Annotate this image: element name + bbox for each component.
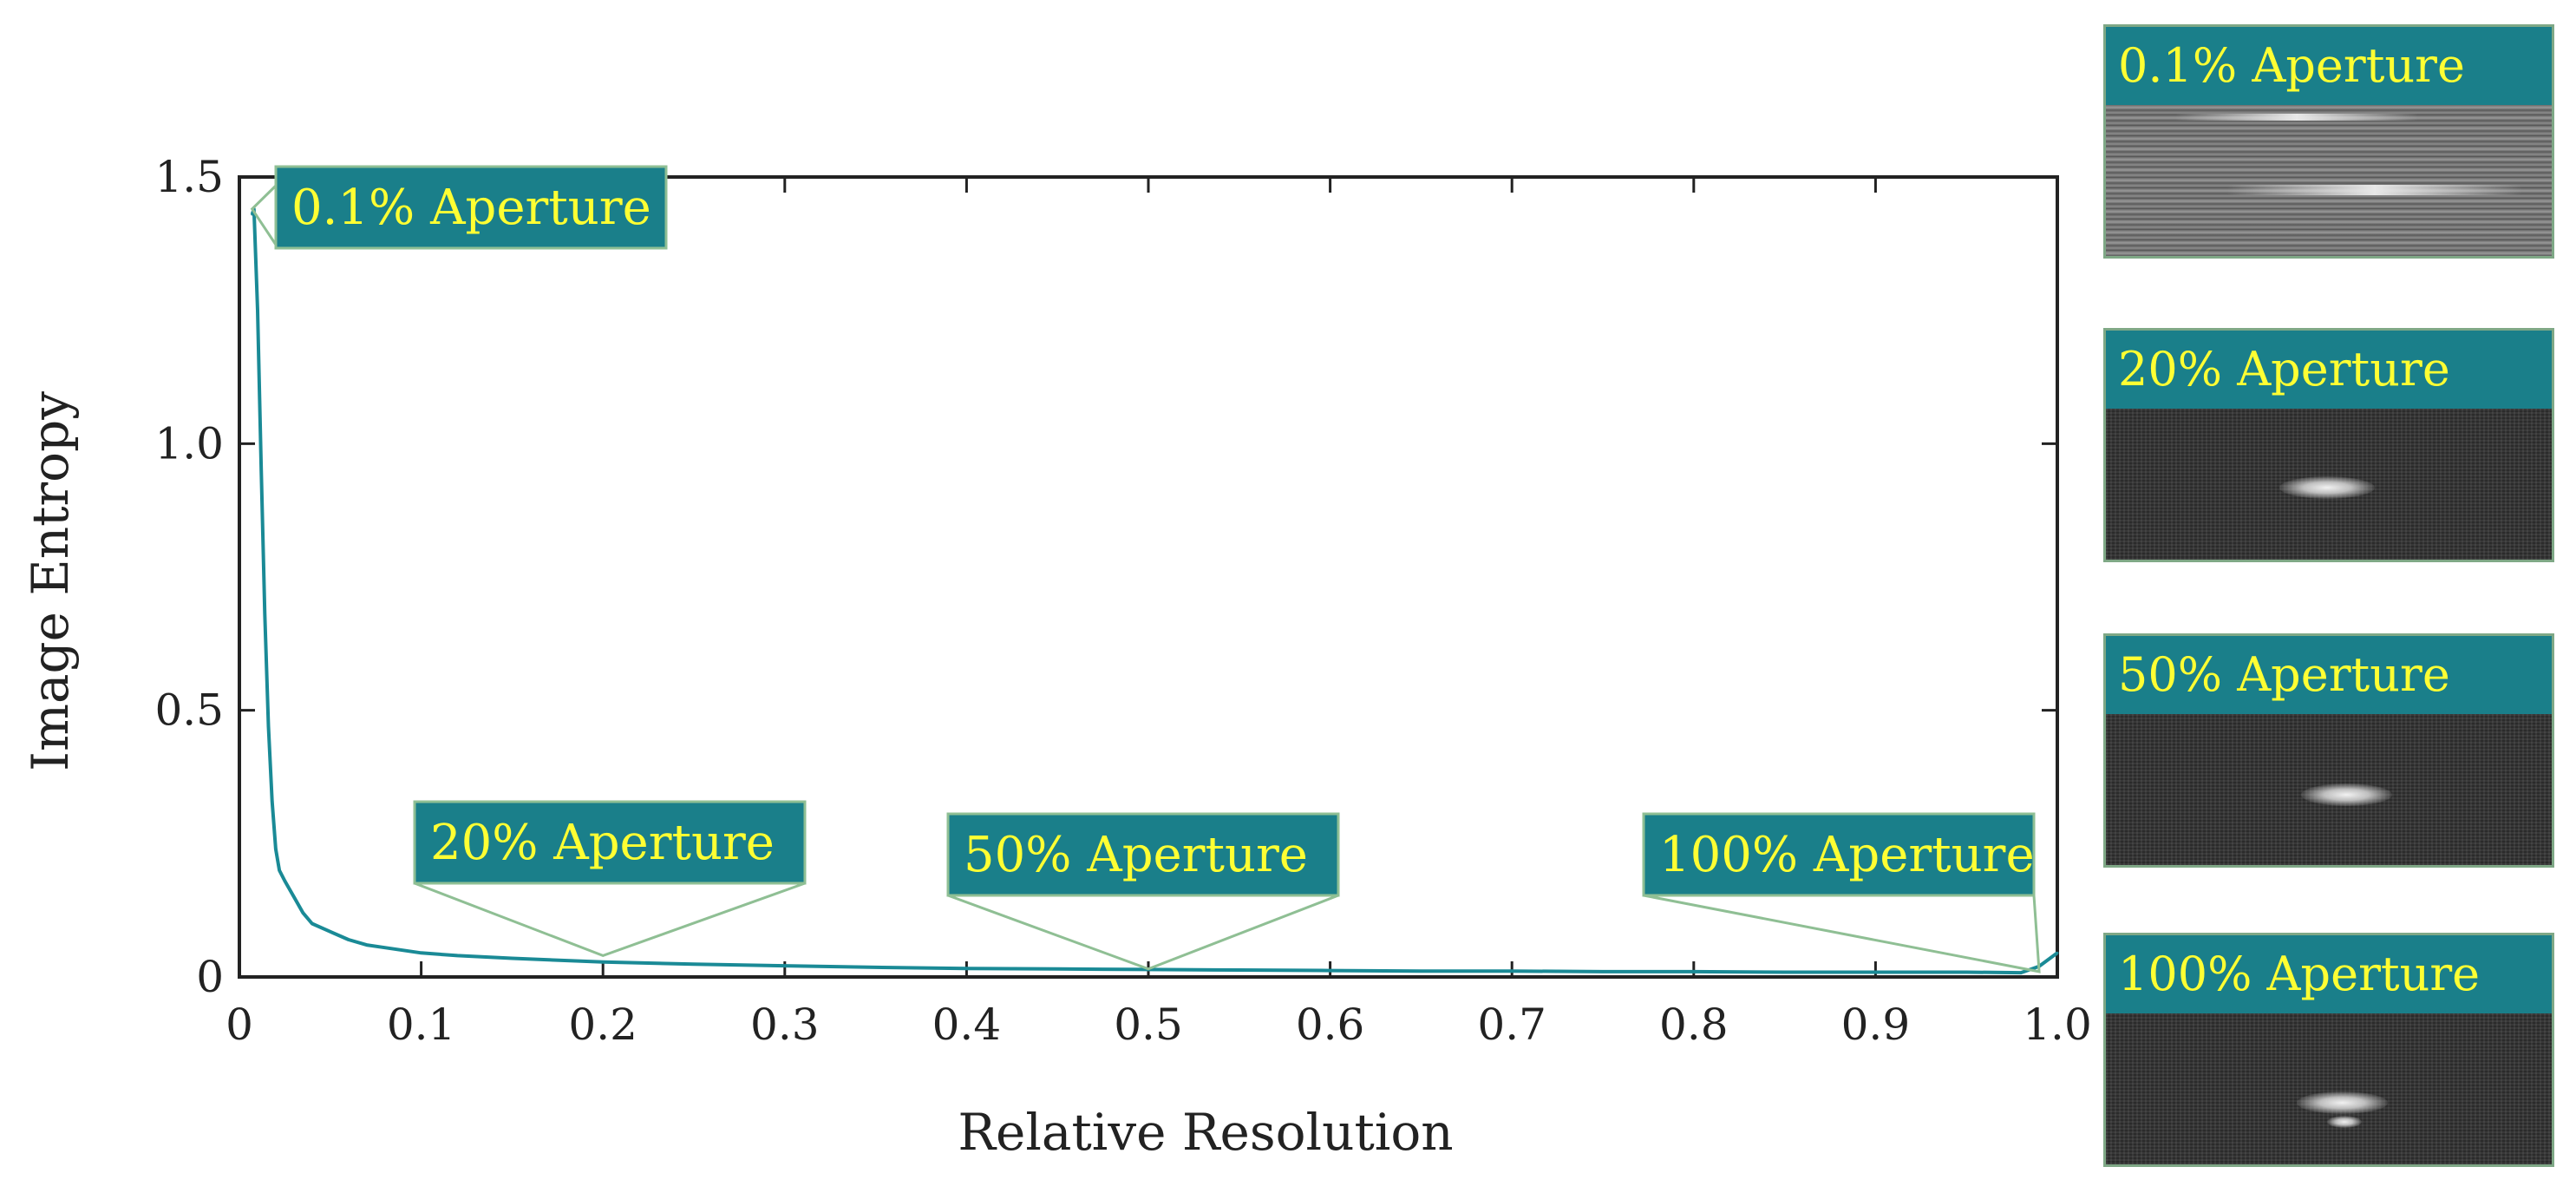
data-point [263,613,266,616]
data-point [283,879,286,882]
data-point [420,951,423,954]
data-point [383,946,387,949]
data-point [1783,970,1787,973]
data-point [692,962,696,966]
data-point [1238,968,1241,972]
callout-pointer [1643,894,2041,973]
target-blob [2301,783,2392,806]
data-point [274,847,278,850]
callout-label: 0.1% Aperture [291,180,651,236]
data-point [1601,970,1605,973]
data-point [259,469,263,472]
x-axis-title: Relative Resolution [958,1103,1453,1162]
sar-image [2106,1013,2552,1164]
thumbnail-label: 20% Aperture [2106,331,2552,409]
thumbnail-20-percent: 20% Aperture [2103,328,2554,562]
data-point [251,213,254,216]
x-tick-label: 0.1 [387,1000,456,1050]
data-point [278,869,281,872]
x-tick-label: 0 [226,1000,253,1050]
data-point [1873,970,1877,973]
image-streak [2175,114,2418,121]
data-point [301,911,304,914]
data-point [1965,970,1968,973]
data-point [510,956,513,960]
sar-image-streaked [2106,105,2552,256]
callout-box [946,812,1340,897]
x-tick-label: 0.8 [1659,1000,1729,1050]
data-point [271,799,274,803]
callout-label: 20% Aperture [430,815,775,871]
x-tick-label: 0.3 [750,1000,820,1050]
data-point [2056,951,2059,954]
thumbnail-label: 0.1% Aperture [2106,27,2552,105]
callout-box [1642,812,2036,897]
callout-pointer [250,184,278,246]
data-point [964,967,968,970]
thumbnail-50-percent: 50% Aperture [2103,633,2554,868]
data-point [783,964,787,967]
data-point [267,724,271,728]
target-blob [2327,1116,2362,1128]
callout-label: 100% Aperture [1659,827,2035,883]
callout-box [274,165,668,250]
data-point [329,930,332,934]
data-point [456,954,460,957]
x-tick-label: 1.0 [2023,1000,2092,1050]
thumbnail-0-1-percent: 0.1% Aperture [2103,24,2554,259]
data-point [256,309,259,312]
data-point [365,943,369,947]
callout-label: 50% Aperture [964,827,1308,883]
y-tick-label: 0 [196,952,224,1002]
callout-pointer [947,894,1339,971]
x-tick-label: 0.6 [1296,1000,1365,1050]
x-tick-label: 0.2 [568,1000,637,1050]
data-point [347,938,350,941]
data-point [1692,970,1696,973]
callout-pointer [414,882,806,958]
x-tick-label: 0.5 [1114,1000,1183,1050]
target-blob [2297,1091,2388,1114]
data-point [1510,969,1514,973]
target-blob [2279,476,2375,499]
data-point [601,960,605,964]
y-tick-label: 1.0 [154,418,224,469]
data-point [292,895,296,899]
x-tick-label: 0.4 [932,1000,1002,1050]
y-tick-label: 1.5 [154,152,224,202]
x-tick-label: 0.9 [1841,1000,1911,1050]
thumbnail-label: 50% Aperture [2106,636,2552,714]
thumbnail-100-percent: 100% Aperture [2103,933,2554,1167]
data-point [1419,969,1422,973]
sar-image [2106,409,2552,560]
callout-box [413,800,807,885]
sar-image [2106,714,2552,865]
y-axis-title: Image Entropy [21,391,80,771]
image-streak [2227,185,2522,195]
x-tick-label: 0.7 [1477,1000,1546,1050]
y-tick-label: 0.5 [154,685,224,736]
data-point [1056,967,1059,971]
data-point [2019,971,2023,974]
data-point [874,966,878,969]
thumbnail-label: 100% Aperture [2106,935,2552,1013]
data-point [311,922,314,926]
data-point [1329,969,1332,973]
